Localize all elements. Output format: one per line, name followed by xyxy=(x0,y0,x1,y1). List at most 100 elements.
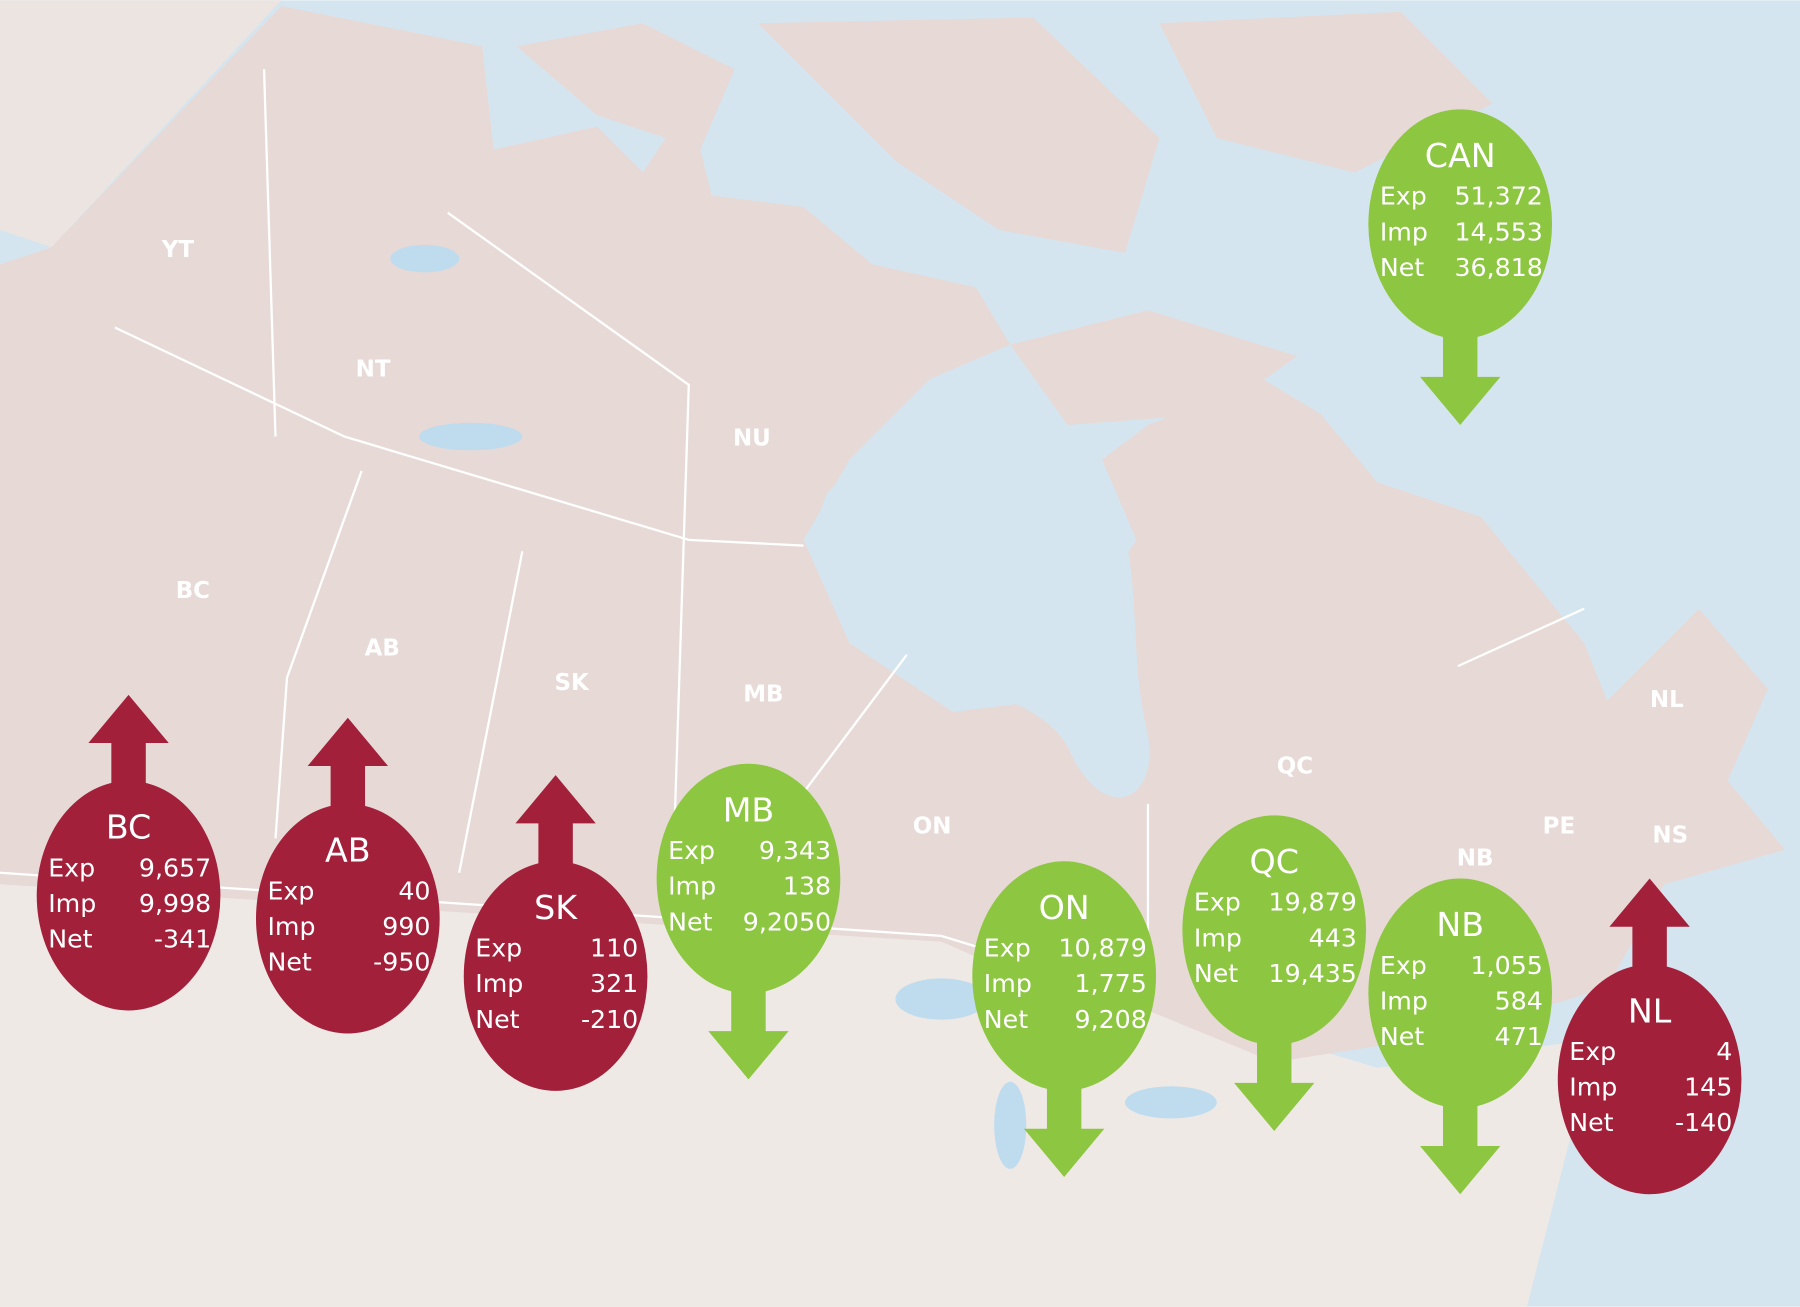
arrow xyxy=(1234,1033,1315,1132)
row-label: Net xyxy=(668,907,712,936)
bubble: AB Exp 40 Imp 990 Net -950 xyxy=(255,717,440,1034)
row-label: Exp xyxy=(475,934,522,963)
bubble: BC Exp 9,657 Imp 9,998 Net -341 xyxy=(36,694,221,1011)
row-label: Exp xyxy=(1569,1037,1616,1066)
bubble-shape xyxy=(463,861,648,1091)
lake xyxy=(419,422,523,451)
row-value: 443 xyxy=(1309,923,1357,952)
row-label: Imp xyxy=(668,872,716,901)
border xyxy=(114,326,804,547)
island xyxy=(1010,310,1298,426)
row-label: Net xyxy=(1569,1108,1613,1137)
row-value: 19,879 xyxy=(1269,888,1357,917)
island xyxy=(516,23,735,150)
row-value: -140 xyxy=(1675,1108,1732,1137)
bubble-shape xyxy=(36,780,221,1011)
row-value: 36,818 xyxy=(1454,253,1542,282)
row-label: Exp xyxy=(984,934,1031,963)
bubble-title: MB xyxy=(723,790,775,829)
row-label: Net xyxy=(475,1005,519,1034)
row-label: Imp xyxy=(475,969,523,998)
island xyxy=(757,17,1160,253)
alaska xyxy=(0,0,282,248)
arrow xyxy=(1023,1079,1105,1177)
bubble: SK Exp 110 Imp 321 Net -210 xyxy=(463,775,648,1091)
bubble-title: AB xyxy=(325,831,371,870)
bubble-shape xyxy=(255,803,440,1034)
arrow xyxy=(708,981,789,1080)
row-value: 1,055 xyxy=(1471,951,1543,980)
bubble-shape xyxy=(1182,815,1367,1045)
bubble: MB Exp 9,343 Imp 138 Net 9,2050 xyxy=(656,763,841,1080)
province-label: NL xyxy=(1650,687,1684,713)
lake xyxy=(390,244,460,273)
row-value: 9,657 xyxy=(139,853,211,882)
province-label: NT xyxy=(356,356,391,382)
border xyxy=(262,69,277,437)
row-value: 138 xyxy=(783,872,831,901)
row-label: Exp xyxy=(267,876,314,905)
arrow xyxy=(1420,1096,1501,1195)
province-label: BC xyxy=(176,578,210,604)
province-label: SK xyxy=(555,670,591,696)
row-value: 19,435 xyxy=(1269,959,1357,988)
row-label: Net xyxy=(1380,253,1424,282)
bubble-title: QC xyxy=(1250,842,1299,881)
province-label: NB xyxy=(1457,845,1494,871)
row-value: 9,208 xyxy=(1075,1005,1147,1034)
lake xyxy=(994,1081,1027,1169)
row-label: Exp xyxy=(668,836,715,865)
arrow xyxy=(1609,878,1690,977)
province-label: MB xyxy=(743,681,783,707)
province-label: ON xyxy=(913,813,952,839)
row-value: 110 xyxy=(590,934,638,963)
row-value: 471 xyxy=(1495,1022,1543,1051)
row-value: -950 xyxy=(373,947,430,976)
bubble-title: BC xyxy=(106,808,152,847)
row-value: 584 xyxy=(1495,986,1543,1015)
bubble-title: ON xyxy=(1039,888,1090,927)
arrow xyxy=(515,775,596,873)
row-label: Imp xyxy=(1569,1073,1617,1102)
border xyxy=(1457,607,1585,668)
bubble: NB Exp 1,055 Imp 584 Net 471 xyxy=(1368,878,1553,1195)
border xyxy=(274,470,363,839)
bubble-title: NL xyxy=(1628,991,1672,1030)
bubble-title: SK xyxy=(534,888,578,927)
row-label: Exp xyxy=(1194,888,1241,917)
province-label: PE xyxy=(1543,813,1575,839)
bubble: ON Exp 10,879 Imp 1,775 Net 9,208 xyxy=(972,861,1156,1177)
row-value: 9,343 xyxy=(759,836,831,865)
row-value: -210 xyxy=(581,1005,638,1034)
row-value: 4 xyxy=(1716,1037,1732,1066)
bubble: QC Exp 19,879 Imp 443 Net 19,435 xyxy=(1182,815,1367,1132)
row-value: 145 xyxy=(1684,1073,1732,1102)
row-value: 14,553 xyxy=(1454,217,1542,246)
row-label: Exp xyxy=(1380,182,1427,211)
row-label: Imp xyxy=(1380,986,1428,1015)
bubble-shape xyxy=(1368,109,1553,339)
bubble: CAN Exp 51,372 Imp 14,553 Net 36,818 xyxy=(1368,109,1553,426)
row-label: Exp xyxy=(48,853,95,882)
row-value: 9,2050 xyxy=(743,907,831,936)
row-label: Net xyxy=(984,1005,1028,1034)
province-label: NS xyxy=(1652,823,1688,849)
bubble-shape xyxy=(1368,878,1553,1109)
arrow xyxy=(307,717,389,816)
row-value: 1,775 xyxy=(1075,969,1147,998)
row-label: Net xyxy=(1194,959,1238,988)
lake xyxy=(1125,1086,1217,1119)
row-label: Exp xyxy=(1380,951,1427,980)
row-label: Net xyxy=(267,947,311,976)
border xyxy=(458,551,524,873)
row-value: 10,879 xyxy=(1058,934,1146,963)
row-value: 9,998 xyxy=(139,889,211,918)
arrow xyxy=(1420,327,1501,426)
bubble: NL Exp 4 Imp 145 Net -140 xyxy=(1557,878,1742,1195)
row-label: Imp xyxy=(1380,217,1428,246)
border xyxy=(447,211,690,919)
row-value: -341 xyxy=(154,924,211,953)
row-label: Imp xyxy=(267,912,315,941)
